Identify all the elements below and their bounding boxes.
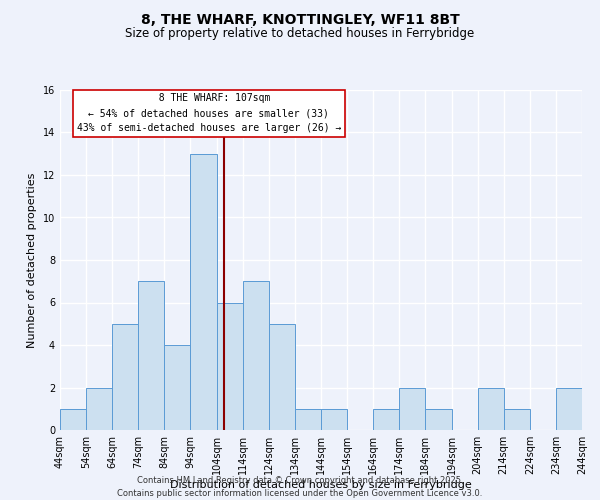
Bar: [242, 281, 269, 430]
Bar: [478, 388, 503, 430]
Bar: [190, 154, 217, 430]
Bar: [138, 281, 164, 430]
Bar: [190, 154, 217, 430]
Bar: [373, 409, 400, 430]
Bar: [242, 281, 269, 430]
Bar: [503, 409, 530, 430]
Bar: [112, 324, 138, 430]
Bar: [373, 409, 400, 430]
Bar: [60, 409, 86, 430]
Bar: [217, 302, 242, 430]
Bar: [556, 388, 582, 430]
Bar: [400, 388, 425, 430]
Bar: [503, 409, 530, 430]
Bar: [60, 409, 86, 430]
Bar: [86, 388, 112, 430]
Bar: [164, 345, 190, 430]
Bar: [582, 409, 600, 430]
Text: Contains HM Land Registry data © Crown copyright and database right 2025.
Contai: Contains HM Land Registry data © Crown c…: [118, 476, 482, 498]
Bar: [425, 409, 452, 430]
Text: 8 THE WHARF: 107sqm
← 54% of detached houses are smaller (33)
43% of semi-detach: 8 THE WHARF: 107sqm ← 54% of detached ho…: [77, 94, 341, 133]
Bar: [321, 409, 347, 430]
Bar: [556, 388, 582, 430]
Bar: [321, 409, 347, 430]
Bar: [478, 388, 503, 430]
Y-axis label: Number of detached properties: Number of detached properties: [27, 172, 37, 348]
Bar: [138, 281, 164, 430]
Text: Size of property relative to detached houses in Ferrybridge: Size of property relative to detached ho…: [125, 28, 475, 40]
Bar: [269, 324, 295, 430]
Bar: [269, 324, 295, 430]
Bar: [400, 388, 425, 430]
Bar: [217, 302, 242, 430]
Text: 8, THE WHARF, KNOTTINGLEY, WF11 8BT: 8, THE WHARF, KNOTTINGLEY, WF11 8BT: [140, 12, 460, 26]
Bar: [582, 409, 600, 430]
Bar: [295, 409, 321, 430]
Bar: [164, 345, 190, 430]
Bar: [295, 409, 321, 430]
Bar: [112, 324, 138, 430]
X-axis label: Distribution of detached houses by size in Ferrybridge: Distribution of detached houses by size …: [170, 480, 472, 490]
Bar: [425, 409, 452, 430]
Bar: [86, 388, 112, 430]
